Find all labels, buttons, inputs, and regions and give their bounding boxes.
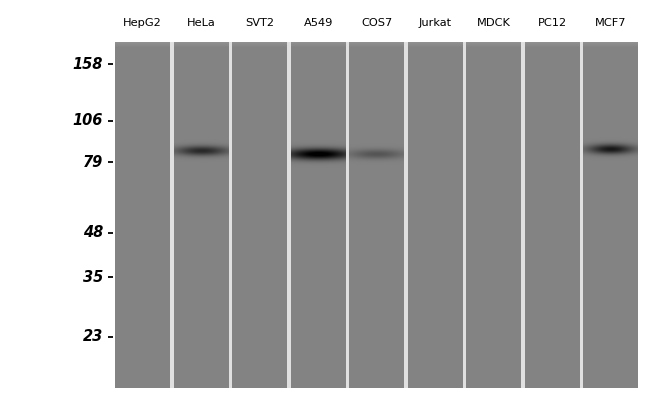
Text: COS7: COS7 bbox=[361, 18, 392, 28]
Text: HepG2: HepG2 bbox=[123, 18, 162, 28]
Text: HeLa: HeLa bbox=[187, 18, 216, 28]
Text: 158: 158 bbox=[73, 57, 103, 72]
Text: 79: 79 bbox=[83, 155, 103, 170]
Text: SVT2: SVT2 bbox=[245, 18, 274, 28]
Text: 35: 35 bbox=[83, 270, 103, 285]
Text: PC12: PC12 bbox=[538, 18, 567, 28]
Text: MCF7: MCF7 bbox=[595, 18, 626, 28]
Text: MDCK: MDCK bbox=[476, 18, 510, 28]
Text: Jurkat: Jurkat bbox=[419, 18, 452, 28]
Text: 106: 106 bbox=[73, 113, 103, 128]
Text: A549: A549 bbox=[304, 18, 333, 28]
Text: 23: 23 bbox=[83, 329, 103, 344]
Text: 48: 48 bbox=[83, 225, 103, 240]
